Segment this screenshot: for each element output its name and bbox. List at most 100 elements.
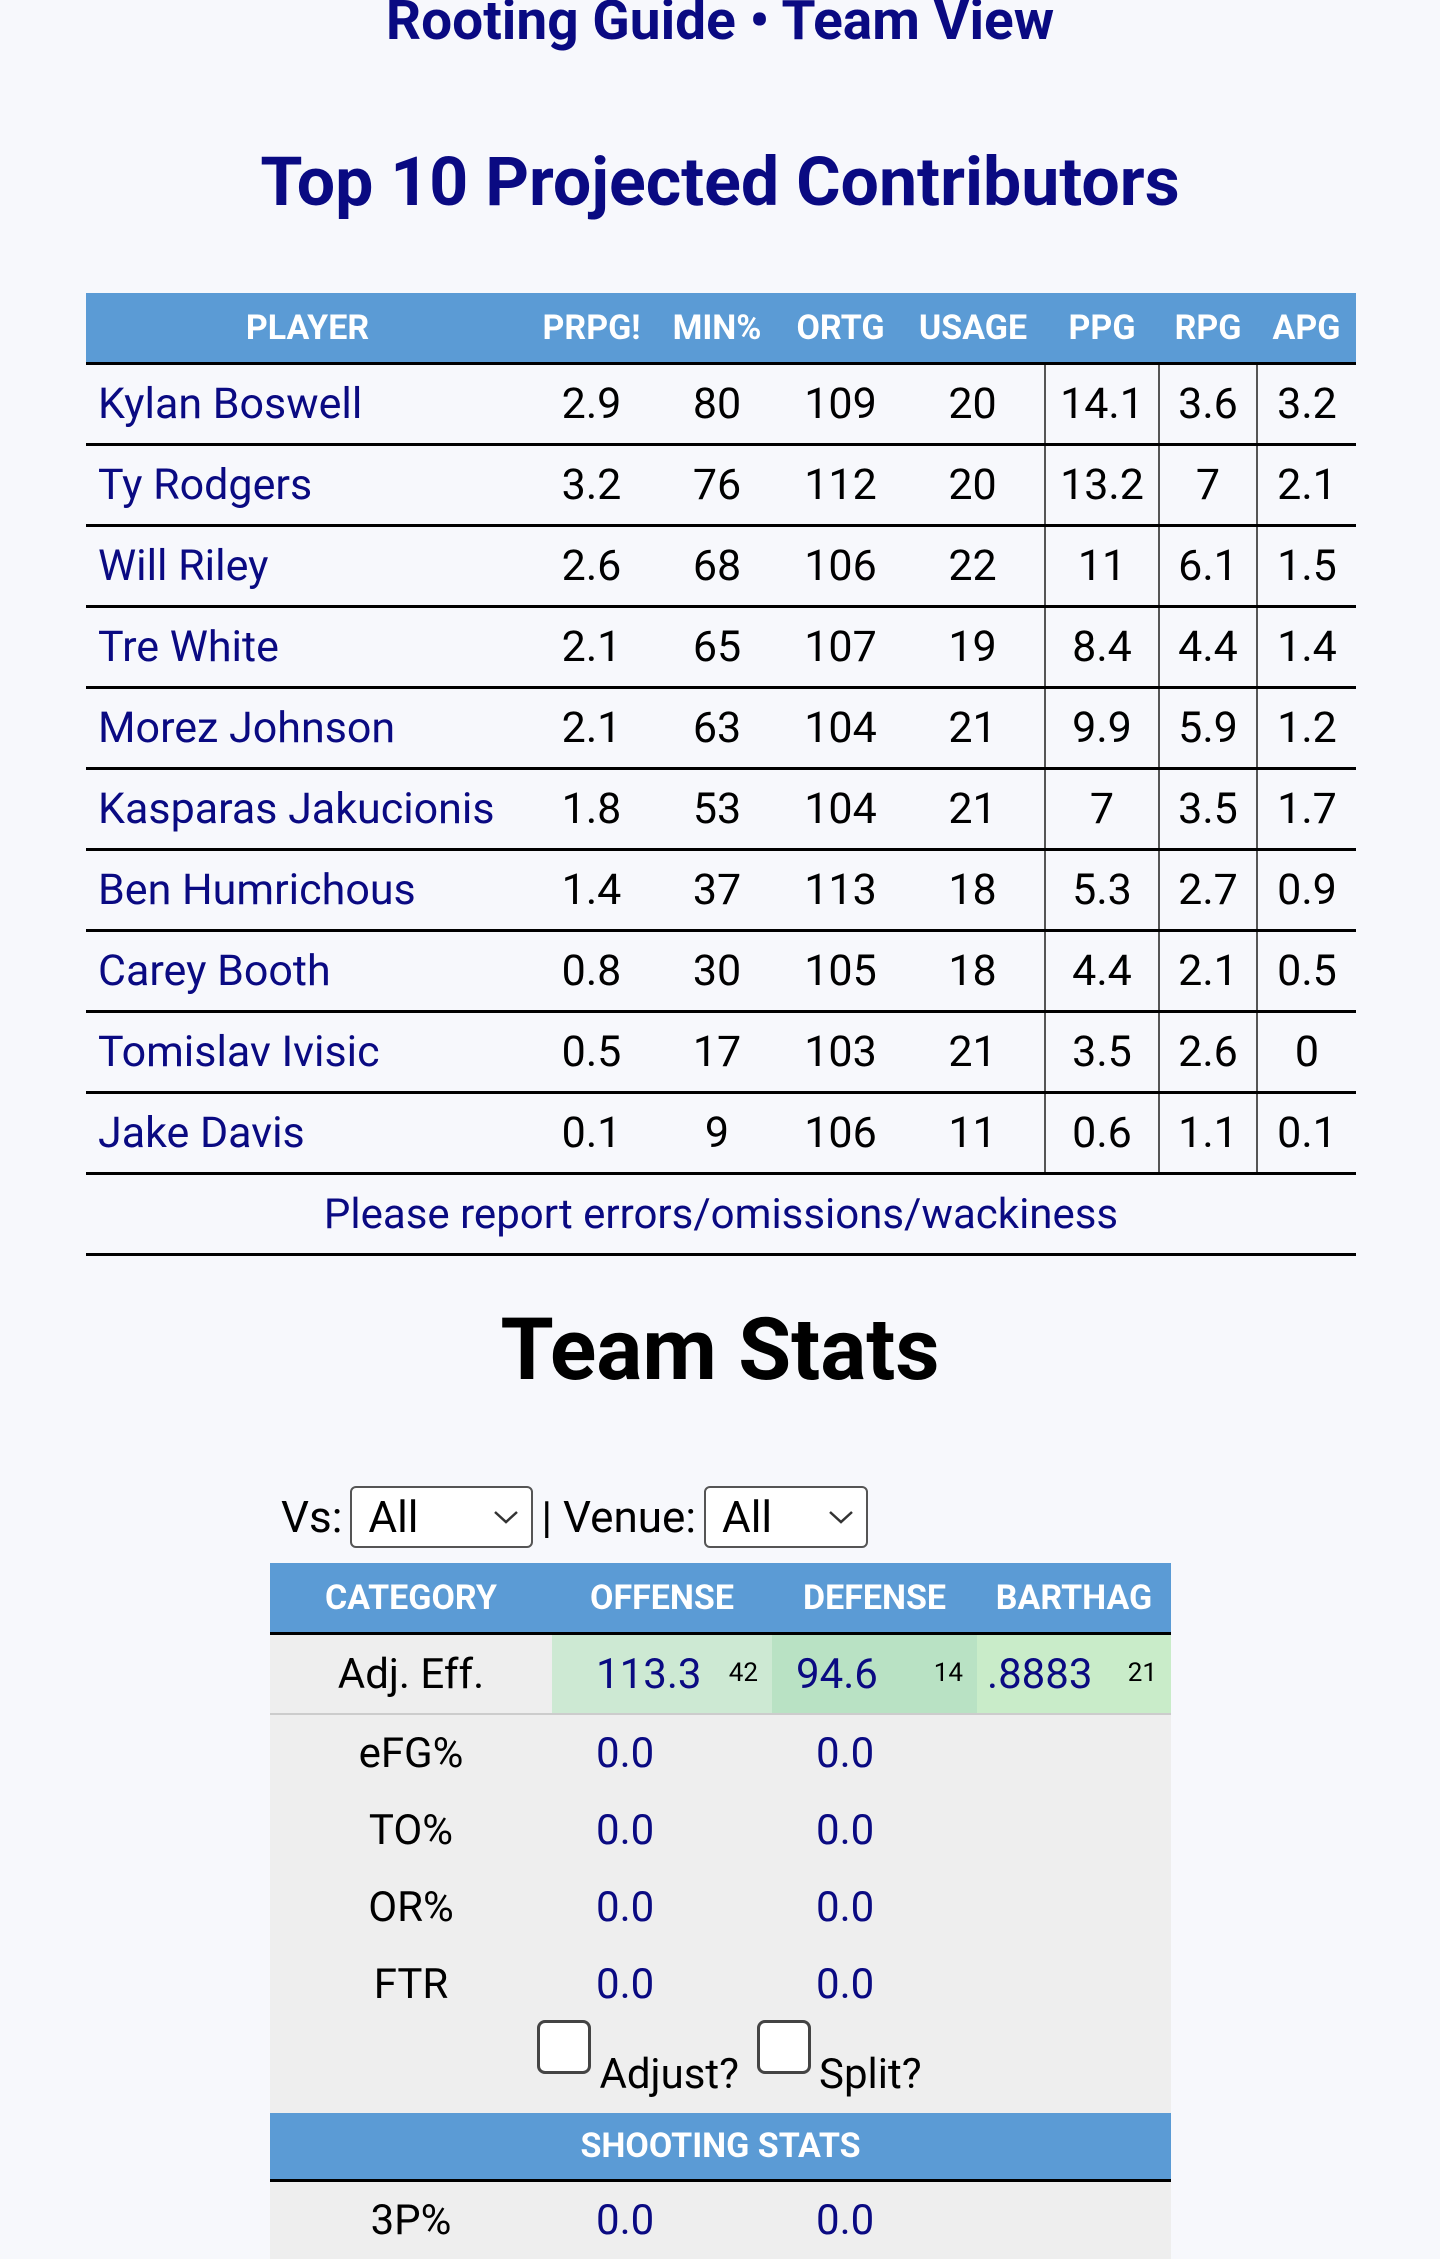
stat-cell: 21 (901, 1012, 1045, 1093)
stat-cell: 105 (780, 931, 901, 1012)
stat-cell: 30 (654, 931, 780, 1012)
stat-cell: 0.1 (529, 1093, 654, 1174)
section-header: SHOOTING STATS (270, 2113, 1171, 2181)
category: 3P% (270, 2181, 552, 2259)
stat-cell: 80 (654, 364, 780, 445)
column-header[interactable]: PPG (1045, 293, 1159, 364)
player-name[interactable]: Ty Rodgers (86, 445, 529, 526)
column-header[interactable]: ORTG (780, 293, 901, 364)
player-name[interactable]: Ben Humrichous (86, 850, 529, 931)
column-header[interactable]: USAGE (901, 293, 1045, 364)
stat-cell: 20 (901, 445, 1045, 526)
vs-select[interactable]: All (350, 1486, 533, 1548)
player-name[interactable]: Carey Booth (86, 931, 529, 1012)
stat-cell: 0 (1257, 1012, 1356, 1093)
checkbox-label[interactable]: Split? (819, 2050, 922, 2099)
stat-cell: 18 (901, 850, 1045, 931)
stat-cell: 2.9 (529, 364, 654, 445)
stat-cell: 104 (780, 769, 901, 850)
column-header[interactable]: MIN% (654, 293, 780, 364)
column-header: OFFENSE (552, 1563, 772, 1634)
footer-row: Please report errors/omissions/wackiness (86, 1174, 1356, 1255)
stat-cell: 0.5 (1257, 931, 1356, 1012)
stat-cell: 113 (780, 850, 901, 931)
player-name[interactable]: Tomislav Ivisic (86, 1012, 529, 1093)
stat-cell: 2.1 (529, 607, 654, 688)
stat-cell: 4.4 (1159, 607, 1257, 688)
category: FTR (270, 1946, 552, 2023)
column-header[interactable]: PRPG! (529, 293, 654, 364)
stat-cell: 37 (654, 850, 780, 931)
stat-cell: 2.6 (529, 526, 654, 607)
filters: Vs: All | Venue: All (281, 1484, 876, 1550)
report-link[interactable]: Please report errors/omissions/wackiness (86, 1174, 1356, 1255)
category: eFG% (270, 1714, 552, 1792)
checkbox[interactable] (537, 2020, 591, 2074)
stat-cell: 4.4 (1045, 931, 1159, 1012)
stat-cell: 1.5 (1257, 526, 1356, 607)
stat-cell: 22 (901, 526, 1045, 607)
category: OR% (270, 1869, 552, 1946)
stat-cell: 5.3 (1045, 850, 1159, 931)
column-header: CATEGORY (270, 1563, 552, 1634)
stat-cell: 1.1 (1159, 1093, 1257, 1174)
stat-cell: 106 (780, 1093, 901, 1174)
stat-cell: 0.0 (552, 1946, 772, 2023)
stat-cell: 1.7 (1257, 769, 1356, 850)
player-name[interactable]: Tre White (86, 607, 529, 688)
empty-cell (977, 2181, 1171, 2259)
stat-cell: 9.9 (1045, 688, 1159, 769)
stat-cell: 0.8 (529, 931, 654, 1012)
stat-cell: 3.2 (529, 445, 654, 526)
select-value: All (368, 1491, 418, 1543)
stat-cell: 7 (1045, 769, 1159, 850)
player-name[interactable]: Morez Johnson (86, 688, 529, 769)
filter-label: | Venue: (541, 1491, 696, 1543)
column-header[interactable]: PLAYER (86, 293, 529, 364)
stat-cell: 1.4 (1257, 607, 1356, 688)
player-name[interactable]: Will Riley (86, 526, 529, 607)
column-header[interactable]: APG (1257, 293, 1356, 364)
stat-cell: 7 (1159, 445, 1257, 526)
empty-cell (977, 1792, 1171, 1869)
site-title[interactable]: Rooting Guide • Team View (0, 0, 1440, 56)
stat-cell: 5.9 (1159, 688, 1257, 769)
stat-cell: 20 (901, 364, 1045, 445)
stat-cell: 107 (780, 607, 901, 688)
checkbox[interactable] (757, 2020, 811, 2074)
stat-cell: 76 (654, 445, 780, 526)
player-name[interactable]: Kylan Boswell (86, 364, 529, 445)
stat-cell: 1.4 (529, 850, 654, 931)
stat-cell: 19 (901, 607, 1045, 688)
stat-cell: 0.0 (552, 1869, 772, 1946)
options-row: Adjust? Split? (270, 2023, 1171, 2113)
chevron (493, 1509, 519, 1525)
stat-cell: 18 (901, 931, 1045, 1012)
stat-cell: 13.2 (1045, 445, 1159, 526)
column-header[interactable]: RPG (1159, 293, 1257, 364)
stat-cell: 104 (780, 688, 901, 769)
player-name[interactable]: Jake Davis (86, 1093, 529, 1174)
venue-select[interactable]: All (704, 1486, 868, 1548)
player-name[interactable]: Kasparas Jakucionis (86, 769, 529, 850)
stat-cell: 3.6 (1159, 364, 1257, 445)
value: 94.6 (796, 1650, 878, 1699)
checkbox-label[interactable]: Adjust? (599, 2050, 739, 2099)
chevron (828, 1509, 854, 1525)
stat-cell: 3.5 (1159, 769, 1257, 850)
stat-cell: 0.0 (772, 1869, 977, 1946)
stat-cell: 0.1 (1257, 1093, 1356, 1174)
stat-cell: 21.8883 (977, 1634, 1171, 1715)
